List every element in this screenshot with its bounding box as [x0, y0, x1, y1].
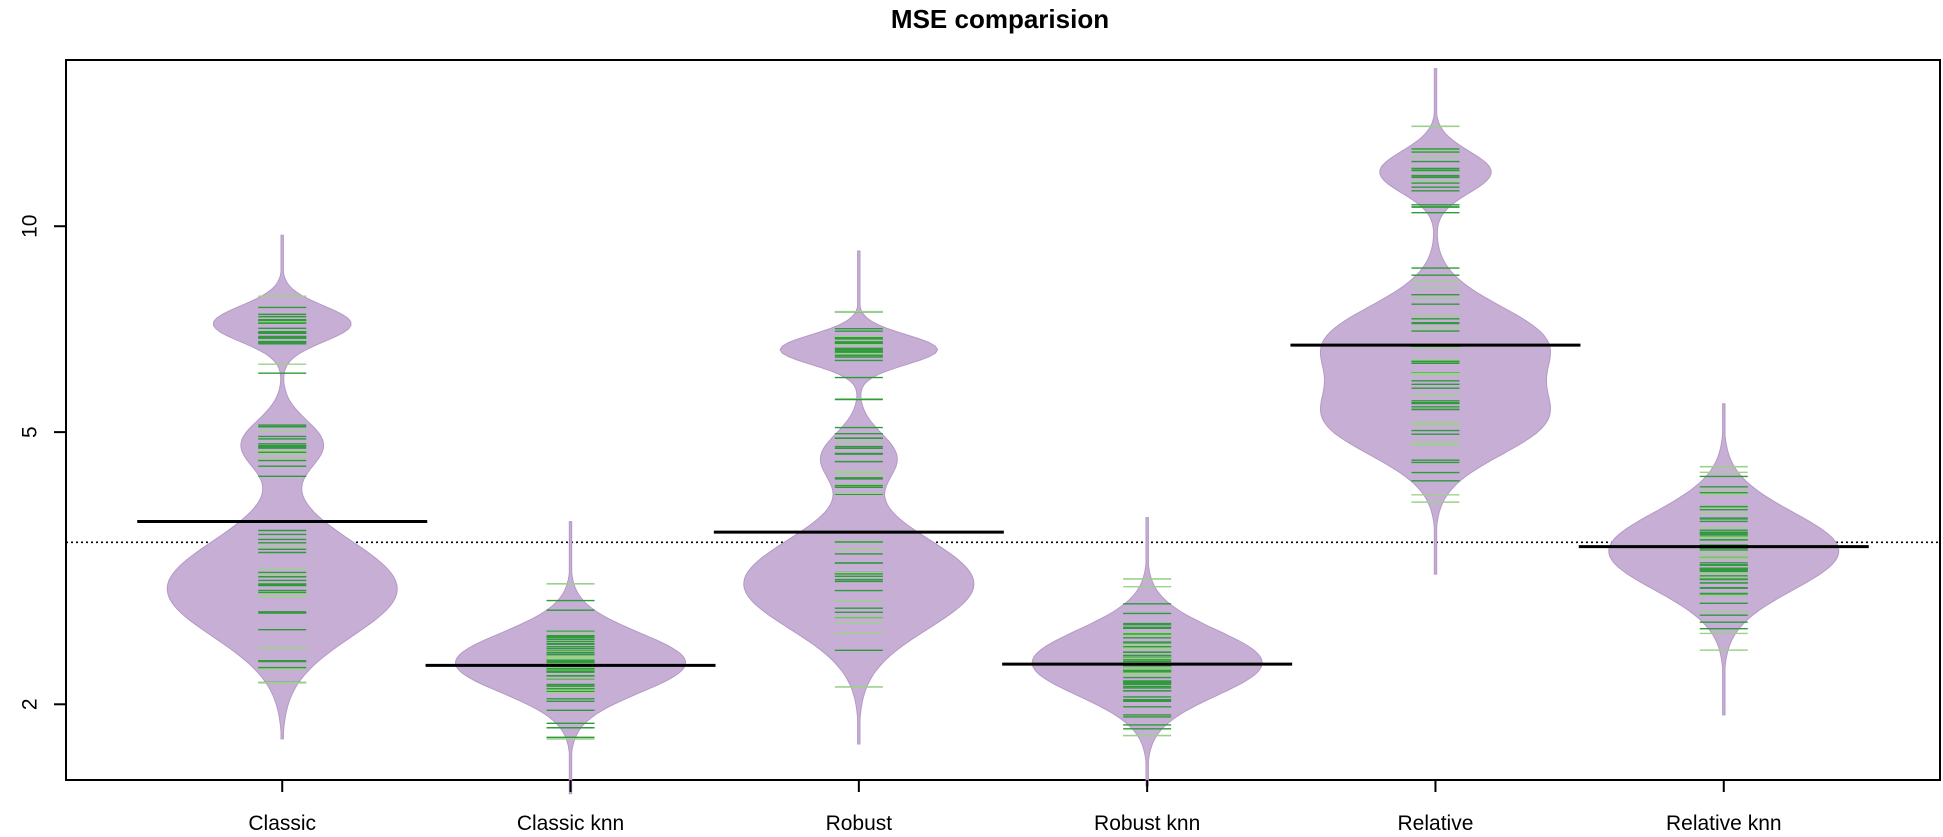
- x-tick-label: Relative knn: [1666, 812, 1782, 835]
- x-tick-label: Robust: [826, 812, 893, 835]
- y-tick-label: 2: [19, 698, 42, 710]
- y-axis: 2 5 10: [19, 215, 66, 710]
- chart-title: MSE comparision: [891, 4, 1109, 34]
- x-tick-label: Classic knn: [517, 812, 624, 835]
- plot-frame: [65, 59, 1941, 781]
- bean-group: [1578, 403, 1869, 716]
- x-tick-label: Classic: [248, 812, 316, 835]
- bean-group: [1290, 68, 1581, 575]
- x-axis: Classic Classic knn Robust Robust knn Relati…: [248, 780, 1782, 835]
- x-tick-label: Robust knn: [1094, 812, 1200, 835]
- bean-group: [1002, 517, 1293, 787]
- bean-group: [137, 234, 428, 740]
- bean-density: [1319, 68, 1552, 575]
- bean-group: [425, 521, 716, 795]
- bean-density: [743, 250, 975, 745]
- beans-layer: [66, 68, 1940, 795]
- bean-density: [166, 234, 398, 740]
- bean-density: [1608, 403, 1840, 716]
- x-tick-label: Relative: [1398, 812, 1474, 835]
- bean-group: [713, 250, 1004, 745]
- y-tick-label: 10: [19, 215, 42, 238]
- y-tick-label: 5: [19, 426, 42, 438]
